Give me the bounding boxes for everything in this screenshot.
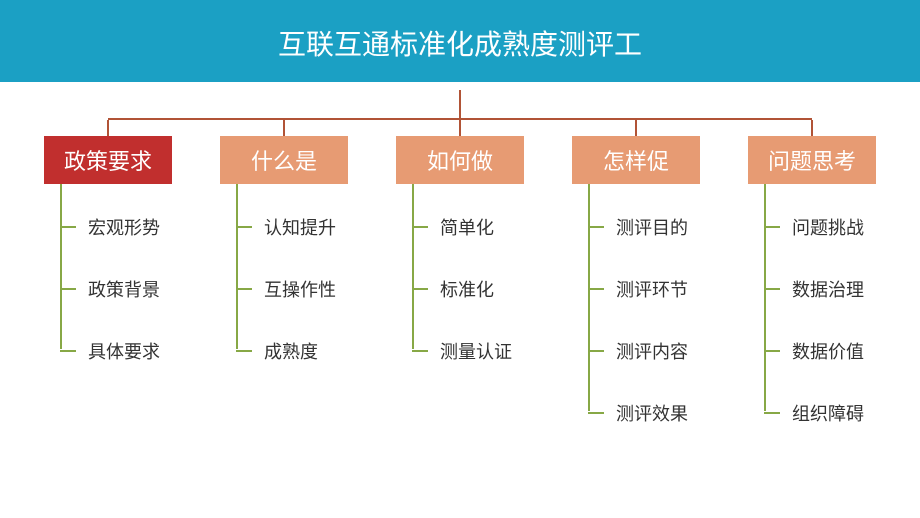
sub-item: 测评目的 [588, 214, 688, 240]
sub-item: 认知提升 [236, 214, 336, 240]
sub-connector-vertical [60, 184, 62, 349]
sub-item: 测评环节 [588, 276, 688, 302]
sub-item-tick [764, 226, 780, 228]
sub-item-tick [236, 350, 252, 352]
sub-item-label: 宏观形势 [76, 214, 160, 240]
sub-item-label: 测评效果 [604, 400, 688, 426]
sub-item-label: 组织障碍 [780, 400, 864, 426]
sub-item-label: 问题挑战 [780, 214, 864, 240]
sub-item: 政策背景 [60, 276, 160, 302]
sub-item-tick [412, 226, 428, 228]
sub-item-label: 测评目的 [604, 214, 688, 240]
sub-item-label: 政策背景 [76, 276, 160, 302]
sub-item-tick [588, 288, 604, 290]
sub-item-label: 数据治理 [780, 276, 864, 302]
sub-item-label: 测评内容 [604, 338, 688, 364]
branch-header: 政策要求 [44, 136, 172, 184]
sub-item: 数据价值 [764, 338, 864, 364]
sub-item-tick [236, 288, 252, 290]
sub-item: 标准化 [412, 276, 494, 302]
sub-item-tick [588, 412, 604, 414]
sub-item-tick [60, 288, 76, 290]
sub-item: 测量认证 [412, 338, 512, 364]
sub-item-tick [236, 226, 252, 228]
sub-item-label: 简单化 [428, 214, 494, 240]
sub-item: 简单化 [412, 214, 494, 240]
sub-connector-vertical [412, 184, 414, 349]
branch-header: 问题思考 [748, 136, 876, 184]
root-connector-vertical [459, 90, 461, 118]
branch-connector-vertical [283, 120, 285, 136]
branch-connector-vertical [811, 120, 813, 136]
sub-item: 互操作性 [236, 276, 336, 302]
sub-item-label: 标准化 [428, 276, 494, 302]
sub-item-label: 测评环节 [604, 276, 688, 302]
sub-item-label: 成熟度 [252, 338, 318, 364]
sub-item-tick [60, 226, 76, 228]
branch-connector-vertical [635, 120, 637, 136]
sub-item-tick [764, 288, 780, 290]
sub-item-tick [412, 288, 428, 290]
branch-header: 怎样促 [572, 136, 700, 184]
branch-connector-vertical [459, 120, 461, 136]
branch-connector-vertical [107, 120, 109, 136]
sub-item-label: 测量认证 [428, 338, 512, 364]
title-bar: 互联互通标准化成熟度测评工 [0, 0, 920, 82]
sub-item-label: 互操作性 [252, 276, 336, 302]
sub-item-tick [764, 350, 780, 352]
sub-item: 测评内容 [588, 338, 688, 364]
sub-item-label: 认知提升 [252, 214, 336, 240]
sub-item-tick [588, 226, 604, 228]
page-title: 互联互通标准化成熟度测评工 [278, 28, 642, 62]
sub-item: 数据治理 [764, 276, 864, 302]
sub-item-tick [412, 350, 428, 352]
sub-item: 具体要求 [60, 338, 160, 364]
sub-item-label: 数据价值 [780, 338, 864, 364]
branch-header: 什么是 [220, 136, 348, 184]
sub-item: 组织障碍 [764, 400, 864, 426]
sub-item: 问题挑战 [764, 214, 864, 240]
sub-item-tick [588, 350, 604, 352]
sub-item: 测评效果 [588, 400, 688, 426]
sub-item-label: 具体要求 [76, 338, 160, 364]
sub-item: 宏观形势 [60, 214, 160, 240]
sub-connector-vertical [236, 184, 238, 349]
sub-item-tick [764, 412, 780, 414]
branch-header: 如何做 [396, 136, 524, 184]
sub-item-tick [60, 350, 76, 352]
sub-item: 成熟度 [236, 338, 318, 364]
